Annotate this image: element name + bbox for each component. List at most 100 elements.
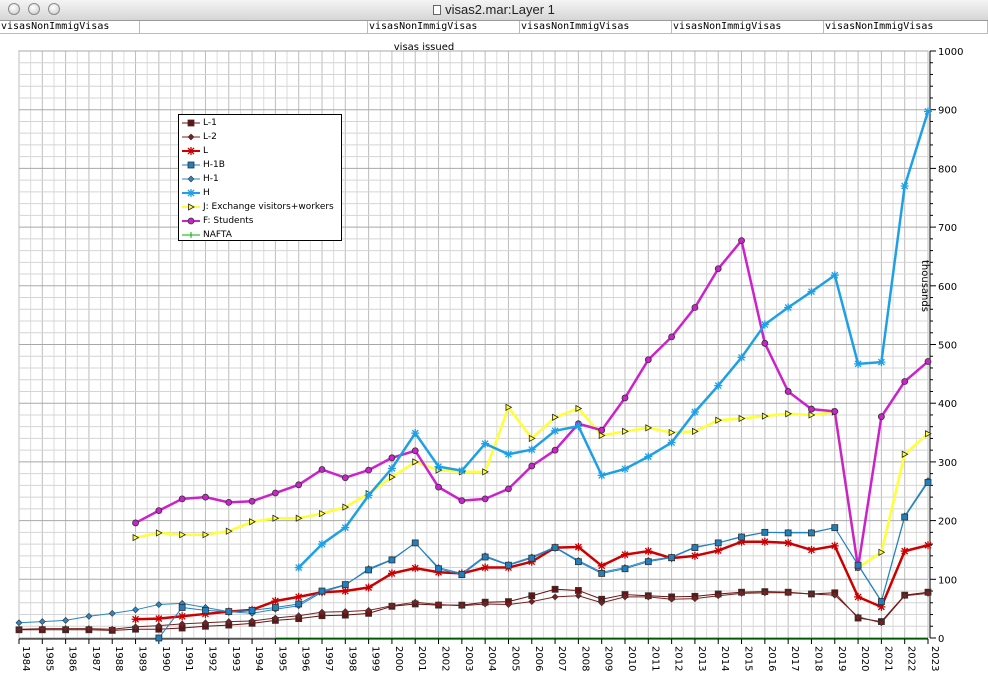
legend-label-j: J: Exchange visitors+workers xyxy=(203,202,334,212)
data-point-h-1b xyxy=(248,607,256,614)
data-point-h-1b xyxy=(155,634,163,642)
x-tick-label: 2005 xyxy=(509,646,520,671)
legend-item-j: J: Exchange visitors+workers xyxy=(179,200,341,214)
data-point-f xyxy=(318,466,326,473)
x-tick-label: 1991 xyxy=(183,646,194,671)
data-point-h-1b xyxy=(831,524,839,532)
x-tick-label: 2010 xyxy=(626,646,637,671)
y-tick-label: 100 xyxy=(938,575,957,586)
data-point-l-2 xyxy=(178,620,186,628)
legend-item-l-1: L-1 xyxy=(179,116,341,130)
data-point-h-1b xyxy=(178,604,186,611)
legend-marker xyxy=(187,133,195,141)
data-point-l xyxy=(760,537,769,546)
tab-6[interactable]: visasNonImmigVisas xyxy=(824,21,988,33)
data-point-h-1b xyxy=(714,539,722,547)
data-point-h-1b xyxy=(854,561,862,569)
x-tick-label: 2022 xyxy=(906,646,917,671)
data-point-l xyxy=(714,546,723,555)
data-point-f xyxy=(388,454,396,462)
data-point-h-1b xyxy=(691,544,699,552)
data-point-l xyxy=(201,609,210,618)
x-tick-label: 1993 xyxy=(230,646,241,671)
data-point-l xyxy=(341,587,350,596)
legend-label-l-1: L-1 xyxy=(203,118,217,128)
data-point-h xyxy=(411,429,420,438)
data-point-h-1 xyxy=(132,606,139,614)
data-point-l-2 xyxy=(225,618,233,625)
data-point-j xyxy=(598,431,606,440)
data-point-l-2 xyxy=(551,593,559,601)
data-point-l-2 xyxy=(202,619,209,627)
data-point-l-1 xyxy=(551,585,559,593)
data-point-h-1b xyxy=(621,565,629,573)
legend-marker xyxy=(188,203,195,211)
title-bar: visas2.mar:Layer 1 xyxy=(0,0,988,21)
data-point-f xyxy=(691,304,699,311)
x-tick-label: 1997 xyxy=(323,646,334,671)
data-point-h xyxy=(621,464,629,473)
data-point-f xyxy=(784,388,792,395)
tab-3[interactable]: visasNonImmigVisas xyxy=(368,21,520,33)
data-point-h-1b xyxy=(458,571,466,579)
series-line-h xyxy=(297,111,930,569)
data-point-j xyxy=(808,411,816,419)
data-point-l-2 xyxy=(528,598,536,606)
line-chart: 0 100 200 300 400 500 600 700 800 900 1000 thousand… xyxy=(15,42,963,671)
series-l-2 xyxy=(15,589,932,633)
data-point-l-2 xyxy=(411,598,419,606)
legend-label-f: F: Students xyxy=(203,216,254,226)
data-point-l-2 xyxy=(505,601,512,608)
data-point-l xyxy=(621,550,629,559)
x-tick-label: 2018 xyxy=(812,646,823,671)
legend: L-1 L-2 L H-1B H-1 H J: Exchange visitor… xyxy=(178,114,342,241)
legend-symbol-h-1b xyxy=(182,161,200,169)
data-point-f xyxy=(248,497,256,505)
data-point-l-2 xyxy=(644,593,652,601)
data-point-j xyxy=(738,414,746,423)
data-point-h-1b xyxy=(551,544,559,552)
x-tick-label: 1998 xyxy=(346,646,357,671)
data-point-j xyxy=(575,404,583,413)
data-point-j xyxy=(155,529,163,537)
tab-5[interactable]: visasNonImmigVisas xyxy=(672,21,824,33)
x-tick-label: 2004 xyxy=(486,646,497,671)
data-point-h-1b xyxy=(505,561,512,569)
data-point-h xyxy=(434,462,443,471)
tab-2[interactable] xyxy=(140,21,368,33)
window-title-text: visas2.mar:Layer 1 xyxy=(445,2,555,17)
data-point-h xyxy=(877,358,886,367)
data-point-h-1 xyxy=(85,612,93,620)
legend-marker xyxy=(187,161,195,169)
legend-item-nafta: NAFTA xyxy=(179,228,341,242)
data-point-h xyxy=(527,445,536,454)
x-tick-label: 2000 xyxy=(393,646,404,671)
x-tick-label: 2011 xyxy=(649,646,660,671)
series-l xyxy=(131,537,932,624)
data-point-l xyxy=(900,547,909,556)
data-point-h-1b xyxy=(295,600,303,608)
data-point-l-2 xyxy=(85,625,93,633)
data-point-h-1b xyxy=(318,587,326,595)
tab-1[interactable]: visasNonImmigVisas xyxy=(0,21,140,33)
data-point-l-2 xyxy=(831,591,839,599)
data-point-l xyxy=(877,602,886,611)
legend-marker xyxy=(187,147,195,155)
x-tick-label: 1995 xyxy=(276,646,287,671)
data-point-f xyxy=(738,237,745,245)
tab-4[interactable]: visasNonImmigVisas xyxy=(520,21,672,33)
legend-label-nafta: NAFTA xyxy=(203,230,232,240)
data-point-l-2 xyxy=(248,617,256,625)
document-icon xyxy=(433,5,442,15)
zoom-window-icon[interactable] xyxy=(48,3,60,15)
x-tick-label: 2002 xyxy=(440,646,451,671)
data-point-l-2 xyxy=(598,599,606,607)
data-point-j xyxy=(412,458,420,466)
data-point-f xyxy=(808,405,815,413)
data-point-l-2 xyxy=(38,625,46,633)
data-point-j xyxy=(552,413,559,421)
close-window-icon[interactable] xyxy=(8,3,20,15)
minimize-window-icon[interactable] xyxy=(28,3,40,15)
chart-title: visas issued xyxy=(394,42,454,53)
data-point-l xyxy=(737,537,746,546)
